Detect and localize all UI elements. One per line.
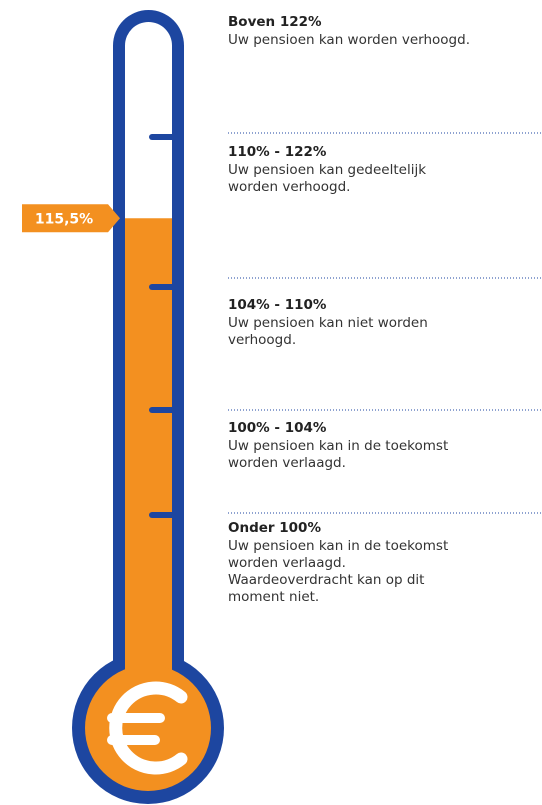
section-description: Waardeoverdracht kan op dit: [228, 572, 424, 588]
section-range: 104% - 110%: [228, 297, 327, 313]
euro-icon: [109, 681, 188, 775]
section-description: verhoogd.: [228, 332, 296, 348]
section-range: Boven 122%: [228, 14, 322, 30]
section-description: worden verhoogd.: [228, 179, 350, 195]
section-range: Onder 100%: [228, 520, 321, 536]
section-range: 110% - 122%: [228, 144, 327, 160]
level-label: 115,5%: [35, 211, 93, 227]
section-description: moment niet.: [228, 589, 319, 605]
section-description: Uw pensioen kan in de toekomst: [228, 438, 448, 454]
section-description: worden verlaagd.: [228, 555, 346, 571]
section-description: Uw pensioen kan in de toekomst: [228, 538, 448, 554]
section-description: Uw pensioen kan worden verhoogd.: [228, 32, 470, 48]
section-range: 100% - 104%: [228, 420, 327, 436]
section-description: Uw pensioen kan niet worden: [228, 315, 428, 331]
section-description: Uw pensioen kan gedeeltelijk: [228, 162, 426, 178]
euro-bars: [107, 713, 165, 745]
section-description: worden verlaagd.: [228, 455, 346, 471]
level-fill: [125, 218, 172, 712]
level-badge: [22, 204, 120, 233]
